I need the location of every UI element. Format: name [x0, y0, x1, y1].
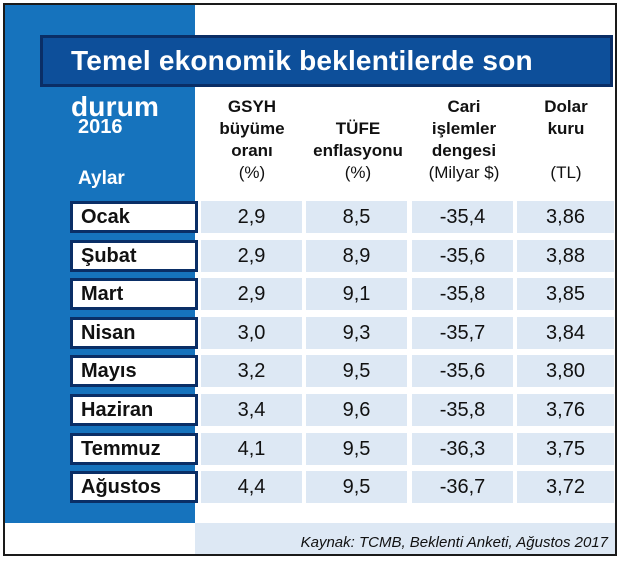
table-cell: -35,7 [412, 317, 513, 349]
row-month-label: Mayıs [70, 355, 198, 387]
table-cell: 3,2 [201, 355, 302, 387]
table-cell: 9,5 [306, 471, 407, 503]
table-cell: 4,1 [201, 433, 302, 465]
table-cell: -36,7 [412, 471, 513, 503]
table-cell: 3,84 [517, 317, 614, 349]
column-header-usd: Dolar kuru (TL) [544, 97, 588, 182]
row-header-label: Aylar [78, 168, 125, 189]
row-month-label: Ağustos [70, 471, 198, 503]
table-cell: 9,5 [306, 355, 407, 387]
table-cell: 3,72 [517, 471, 614, 503]
column-header-current-account: Cari işlemler dengesi (Milyar $) [428, 97, 500, 182]
table-cell: -35,8 [412, 394, 513, 426]
row-month-label: Şubat [70, 240, 198, 272]
table-cell: 3,4 [201, 394, 302, 426]
table-cell: 3,88 [517, 240, 614, 272]
row-month-label: Nisan [70, 317, 198, 349]
column-header-cpi: TÜFE enflasyonu (%) [313, 119, 403, 182]
table-cell: -35,8 [412, 278, 513, 310]
table-cell: 3,80 [517, 355, 614, 387]
table-cell: 8,9 [306, 240, 407, 272]
row-month-label: Ocak [70, 201, 198, 233]
table-cell: 3,76 [517, 394, 614, 426]
table-cell: 3,85 [517, 278, 614, 310]
row-month-label: Mart [70, 278, 198, 310]
table-cell: 2,9 [201, 240, 302, 272]
column-header-gdp: GSYH büyüme oranı (%) [219, 97, 285, 182]
table-cell: 2,9 [201, 201, 302, 233]
source-note: Kaynak: TCMB, Beklenti Anketi, Ağustos 2… [300, 534, 608, 551]
table-cell: -36,3 [412, 433, 513, 465]
table-cell: -35,6 [412, 355, 513, 387]
table-cell: 8,5 [306, 201, 407, 233]
table-cell: 4,4 [201, 471, 302, 503]
table-cell: 3,75 [517, 433, 614, 465]
table-cell: 2,9 [201, 278, 302, 310]
table-cell: 9,5 [306, 433, 407, 465]
table-cell: 9,1 [306, 278, 407, 310]
table-cell: 9,3 [306, 317, 407, 349]
table-title: Temel ekonomik beklentilerde son durum [40, 35, 613, 122]
row-month-label: Haziran [70, 394, 198, 426]
footer-band [195, 523, 615, 554]
year-label: 2016 [78, 116, 123, 138]
row-month-label: Temmuz [70, 433, 198, 465]
table-cell: 3,0 [201, 317, 302, 349]
table-cell: -35,4 [412, 201, 513, 233]
table-cell: 9,6 [306, 394, 407, 426]
table-cell: -35,6 [412, 240, 513, 272]
table-cell: 3,86 [517, 201, 614, 233]
